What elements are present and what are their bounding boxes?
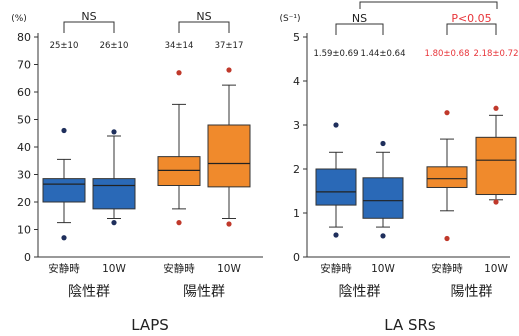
box <box>92 178 136 210</box>
outlier-point <box>493 199 499 205</box>
significance-bracket <box>335 23 384 35</box>
box <box>42 178 86 203</box>
outlier-point <box>226 67 232 73</box>
chart-title: LAPS <box>131 316 169 334</box>
stat-label: 26±10 <box>100 41 129 51</box>
stat-label: 2.18±0.72 <box>474 49 519 59</box>
y-tick-label: 20 <box>17 196 31 209</box>
outlier-point <box>333 232 339 238</box>
significance-label: NS <box>352 12 367 25</box>
x-category-label: 10W <box>371 263 395 275</box>
significance-label: NS <box>196 10 211 23</box>
group-label: 陰性群 <box>339 284 381 300</box>
y-tick-label: 60 <box>17 86 31 99</box>
y-tick-label: 50 <box>17 114 31 127</box>
group-label: 陽性群 <box>183 284 225 300</box>
outlier-point <box>444 110 450 116</box>
significance-bracket <box>178 21 230 33</box>
outlier-point <box>226 221 232 227</box>
x-category-label: 10W <box>484 263 508 275</box>
outlier-point <box>111 129 117 135</box>
box <box>315 168 357 206</box>
x-category-label: 10W <box>102 263 126 275</box>
y-tick-label: 4 <box>293 75 300 88</box>
top-bracket-partial <box>359 1 498 9</box>
stat-label: 1.59±0.69 <box>314 49 359 59</box>
y-axis-unit: (S⁻¹) <box>279 14 300 24</box>
outlier-point <box>176 220 182 226</box>
stat-label: 1.44±0.64 <box>361 49 406 59</box>
y-tick-label: 70 <box>17 59 31 72</box>
y-tick-label: 5 <box>293 31 300 44</box>
x-category-label: 安静時 <box>48 262 80 275</box>
box <box>362 177 404 219</box>
x-category-label: 安静時 <box>431 262 463 275</box>
box <box>475 136 517 196</box>
y-tick-label: 0 <box>293 251 300 264</box>
stat-label: 25±10 <box>50 41 79 51</box>
outlier-point <box>111 220 117 226</box>
y-tick-label: 0 <box>24 251 31 264</box>
group-label: 陽性群 <box>451 284 493 300</box>
significance-label: NS <box>81 10 96 23</box>
significance-bracket <box>63 21 115 33</box>
stat-label: 1.80±0.68 <box>425 49 470 59</box>
stat-label: 34±14 <box>165 41 194 51</box>
significance-label: P<0.05 <box>451 12 491 25</box>
box <box>426 166 468 188</box>
outlier-point <box>333 122 339 128</box>
box <box>157 156 201 186</box>
outlier-point <box>61 235 67 241</box>
x-category-label: 安静時 <box>320 262 352 275</box>
y-tick-label: 80 <box>17 31 31 44</box>
outlier-point <box>176 70 182 76</box>
outlier-point <box>380 140 386 147</box>
y-tick-label: 3 <box>293 119 300 132</box>
x-category-label: 10W <box>217 263 241 275</box>
outlier-point <box>493 105 499 111</box>
group-label: 陰性群 <box>68 284 110 300</box>
x-category-label: 安静時 <box>163 262 195 275</box>
significance-bracket <box>446 23 497 35</box>
chart-title: LA SRs <box>384 316 436 334</box>
y-tick-label: 10 <box>17 224 31 237</box>
y-tick-label: 2 <box>293 163 300 176</box>
y-axis-unit: (%) <box>11 14 27 24</box>
stat-label: 37±17 <box>215 41 244 51</box>
box <box>207 124 251 188</box>
y-tick-label: 30 <box>17 169 31 182</box>
outlier-point <box>444 235 450 242</box>
y-tick-label: 1 <box>293 207 300 220</box>
outlier-point <box>380 233 386 239</box>
outlier-point <box>61 127 67 134</box>
y-tick-label: 40 <box>17 141 31 154</box>
